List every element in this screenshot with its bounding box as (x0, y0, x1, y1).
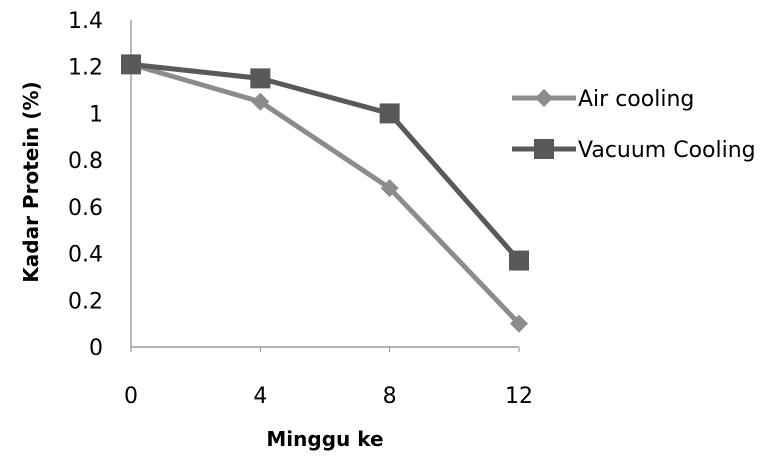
y-tick-label: 1.4 (68, 9, 103, 34)
legend-item: Air cooling (512, 87, 694, 112)
x-tick-label: 12 (505, 384, 533, 409)
legend: Air cooling Vacuum Cooling (512, 87, 756, 163)
data-point (121, 54, 141, 75)
legend-label: Vacuum Cooling (578, 138, 756, 163)
y-tick-label: 0.8 (68, 149, 103, 174)
legend-label: Air cooling (578, 87, 694, 112)
y-tick-label: 1.2 (68, 56, 103, 81)
y-tick-label: 0 (89, 336, 103, 361)
data-point (250, 68, 271, 89)
legend-marker (535, 89, 553, 107)
data-point (379, 103, 400, 124)
y-tick-label: 1 (89, 102, 103, 127)
y-tick-labels: 0 0.2 0.4 0.6 0.8 1 1.2 1.4 (68, 9, 103, 361)
data-point (509, 250, 529, 271)
data-point (380, 179, 399, 198)
x-tick-label: 8 (383, 384, 397, 409)
x-tick-label: 4 (253, 384, 267, 409)
y-tick-label: 0.6 (68, 196, 103, 221)
data-point (251, 92, 270, 111)
x-tick-labels: 0 4 8 12 (124, 384, 533, 409)
y-tick-label: 0.4 (68, 243, 103, 268)
axes (130, 20, 520, 352)
legend-item: Vacuum Cooling (512, 138, 756, 163)
series-vacuum-cooling (121, 54, 529, 271)
series-line (130, 61, 521, 263)
series-line (130, 61, 521, 326)
x-tick-label: 0 (124, 384, 138, 409)
series (121, 54, 529, 333)
legend-marker (534, 139, 554, 159)
x-axis-title: Minggu ke (266, 427, 383, 451)
y-axis-title: Kadar Protein (%) (19, 81, 43, 282)
data-point (510, 314, 528, 333)
y-tick-label: 0.2 (68, 289, 103, 314)
